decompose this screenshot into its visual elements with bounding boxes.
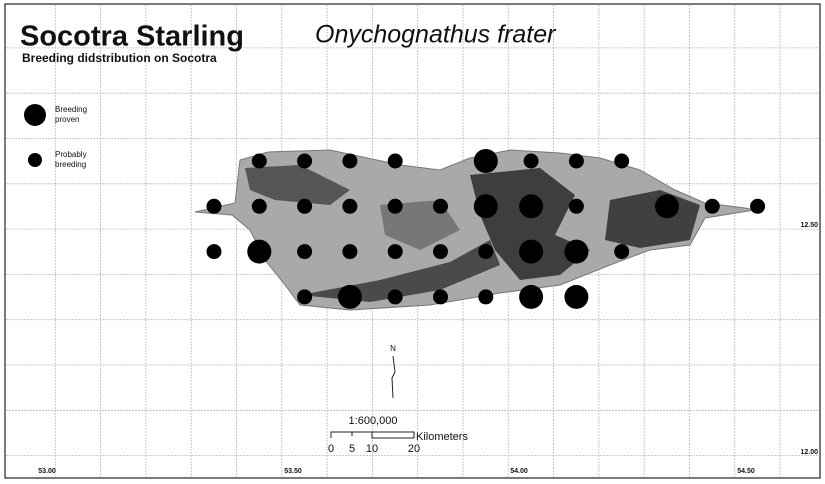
legend-label: breeding <box>55 160 86 169</box>
scale-ratio: 1:600,000 <box>349 415 398 427</box>
probable-dot <box>251 153 267 169</box>
probable-dot <box>433 198 448 214</box>
probable-dot <box>297 289 313 305</box>
probable-dot <box>614 153 630 169</box>
north-arrow <box>391 355 396 399</box>
probable-dot <box>568 153 584 169</box>
breeding-dot <box>473 194 498 219</box>
probable-dot <box>750 198 766 214</box>
probable-dot <box>297 198 313 214</box>
probable-dot <box>297 244 313 260</box>
lat-label: 12.50 <box>800 222 818 229</box>
breeding-dot <box>564 239 589 264</box>
scale-tick: 5 <box>349 443 355 455</box>
legend-small-dot <box>28 153 42 167</box>
probable-dot <box>387 198 403 214</box>
scale-tick: 20 <box>408 443 420 455</box>
probable-dot <box>523 153 539 169</box>
probable-dot <box>206 244 222 260</box>
breeding-dot <box>655 194 679 219</box>
breeding-dot <box>337 284 362 309</box>
scale-unit: Kilometers <box>416 431 468 443</box>
probable-dot <box>433 244 448 260</box>
island <box>194 149 756 311</box>
breeding-dot <box>247 239 272 264</box>
legend-label: Probably <box>55 150 87 159</box>
probable-dot <box>342 198 358 214</box>
legend-label: proven <box>55 115 79 124</box>
dots <box>206 149 766 309</box>
probable-dot <box>433 289 448 305</box>
probable-dot <box>387 153 403 169</box>
probable-dot <box>342 153 358 169</box>
breeding-dot <box>519 239 544 264</box>
subtitle: Breeding didstribution on Socotra <box>22 51 217 65</box>
lon-label: 54.00 <box>510 468 528 475</box>
probable-dot <box>387 289 403 305</box>
probable-dot <box>704 198 720 214</box>
probable-dot <box>297 153 313 169</box>
breeding-dot <box>473 149 498 173</box>
species: Onychognathus frater <box>315 21 557 49</box>
breeding-dot <box>519 194 544 219</box>
legend-label: Breeding <box>55 105 87 114</box>
probable-dot <box>614 244 630 260</box>
scale-tick: 10 <box>366 443 378 455</box>
probable-dot <box>387 244 403 260</box>
probable-dot <box>342 244 358 260</box>
probable-dot <box>478 244 494 260</box>
scale-tick: 0 <box>328 443 334 455</box>
lon-label: 53.50 <box>284 468 302 475</box>
probable-dot <box>251 198 267 214</box>
breeding-dot <box>564 284 589 309</box>
scale-bar <box>330 431 415 439</box>
probable-dot <box>568 198 584 214</box>
breeding-dot <box>519 284 544 309</box>
north-label: N <box>390 344 396 353</box>
probable-dot <box>206 198 222 214</box>
lon-label: 53.00 <box>38 468 56 475</box>
lon-label: 54.50 <box>737 468 755 475</box>
title: Socotra Starling <box>20 21 244 53</box>
legend-big-dot <box>24 104 46 126</box>
lat-label: 12.00 <box>800 449 818 456</box>
probable-dot <box>478 289 494 305</box>
